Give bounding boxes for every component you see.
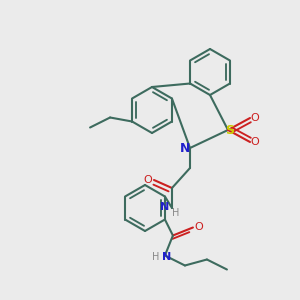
Text: S: S (226, 124, 235, 136)
Text: H: H (172, 208, 180, 218)
Text: O: O (250, 137, 260, 147)
Text: N: N (180, 142, 190, 155)
Text: O: O (194, 223, 203, 232)
Text: N: N (160, 202, 169, 212)
Text: H: H (152, 251, 160, 262)
Text: O: O (250, 113, 260, 123)
Text: N: N (162, 251, 172, 262)
Text: O: O (144, 175, 152, 185)
